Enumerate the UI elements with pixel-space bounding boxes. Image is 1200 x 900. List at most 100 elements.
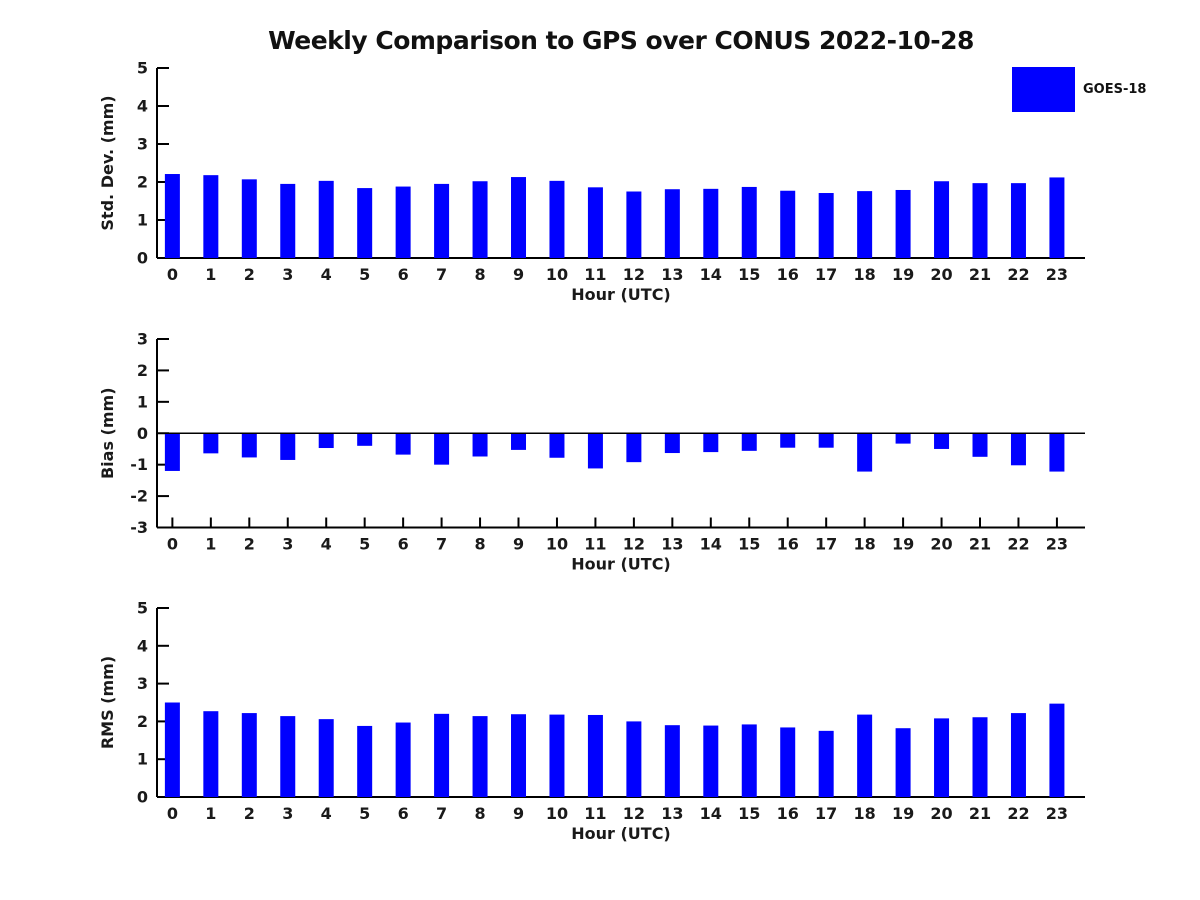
x-tick-label: 5: [359, 535, 370, 554]
y-tick-label: 1: [137, 392, 148, 411]
bar-hour-16: [780, 727, 796, 797]
x-tick-label: 18: [854, 535, 876, 554]
bar-hour-15: [741, 724, 757, 797]
x-tick-label: 23: [1046, 535, 1068, 554]
bar-hour-14: [703, 433, 719, 453]
subplot-rms: 0 1 2 3 4 5 0 1 2 3 4 5 6 7 8 9 10 11 12 13 14 15 16 17 18 19 20 21…: [0, 595, 1200, 845]
y-axis-label: Bias (mm): [98, 387, 117, 479]
x-tick-label: 9: [513, 804, 524, 823]
x-tick-label: 1: [205, 804, 216, 823]
subplot-std-dev: 0 1 2 3 4 5 0 1 2 3 4 5 6 7 8 9 10 11 12 13 14 15 16 17 18 19 20 21…: [0, 55, 1200, 305]
bar-hour-17: [818, 193, 834, 258]
bar-hour-19: [895, 189, 911, 258]
x-tick-label: 9: [513, 535, 524, 554]
x-tick-label: 20: [930, 535, 952, 554]
bar-hour-22: [1010, 713, 1026, 797]
x-tick-label: 5: [359, 804, 370, 823]
x-tick-label: 4: [321, 804, 332, 823]
x-tick-label: 21: [969, 804, 991, 823]
x-tick-label: 12: [623, 535, 645, 554]
bar-hour-6: [395, 433, 411, 455]
bar-hour-4: [318, 719, 334, 797]
bar-hour-13: [664, 725, 680, 797]
x-tick-label: 18: [854, 804, 876, 823]
y-tick-label: -3: [130, 518, 148, 537]
y-tick-label: 0: [137, 249, 148, 268]
bar-hour-23: [1049, 433, 1065, 472]
y-tick-label: 4: [137, 636, 148, 655]
x-tick-label: 12: [623, 265, 645, 284]
x-tick-label: 11: [584, 804, 606, 823]
bar-hour-5: [357, 188, 373, 258]
bar-hour-8: [472, 181, 488, 258]
y-tick-label: 1: [137, 211, 148, 230]
bar-hour-17: [818, 433, 834, 448]
x-tick-label: 10: [546, 804, 568, 823]
bar-hour-3: [280, 433, 296, 460]
x-tick-label: 17: [815, 535, 837, 554]
bar-hour-3: [280, 183, 296, 258]
x-tick-label: 14: [700, 265, 722, 284]
bar-hour-12: [626, 721, 642, 797]
bar-hour-16: [780, 190, 796, 258]
bar-hour-23: [1049, 177, 1065, 258]
y-tick-label: -2: [130, 487, 148, 506]
x-tick-label: 0: [167, 265, 178, 284]
subplot-bias: -3 -2 -1 0 1 2 3 0 1 2 3 4 5 6 7 8 9 10 11 12 13 14 15 16 17 18 19…: [0, 325, 1200, 575]
bar-hour-15: [741, 433, 757, 451]
bar-hour-1: [203, 175, 219, 258]
bar-hour-9: [511, 714, 527, 797]
y-tick-label: 5: [137, 59, 148, 78]
bar-hour-21: [972, 183, 988, 258]
x-tick-label: 13: [661, 804, 683, 823]
x-axis-label: Hour (UTC): [571, 285, 671, 304]
x-tick-label: 11: [584, 535, 606, 554]
x-tick-label: 2: [244, 535, 255, 554]
x-tick-label: 21: [969, 535, 991, 554]
x-tick-label: 19: [892, 535, 914, 554]
x-tick-label: 23: [1046, 804, 1068, 823]
x-tick-label: 9: [513, 265, 524, 284]
legend-label: GOES-18: [1083, 82, 1147, 97]
x-tick-label: 6: [398, 535, 409, 554]
y-tick-label: 2: [137, 361, 148, 380]
y-tick-label: 0: [137, 424, 148, 443]
x-tick-label: 22: [1007, 535, 1029, 554]
x-tick-label: 8: [474, 265, 485, 284]
bar-hour-17: [818, 730, 834, 797]
bar-hour-13: [664, 433, 680, 454]
x-tick-label: 15: [738, 265, 760, 284]
bar-hour-11: [587, 187, 603, 258]
bar-hour-4: [318, 433, 334, 449]
bar-hour-1: [203, 711, 219, 797]
x-tick-label: 16: [777, 535, 799, 554]
bar-hour-0: [164, 174, 180, 258]
y-tick-label: 5: [137, 599, 148, 618]
bar-hour-0: [164, 433, 180, 471]
x-tick-label: 20: [930, 804, 952, 823]
x-tick-label: 7: [436, 265, 447, 284]
bar-hour-3: [280, 716, 296, 797]
bar-hour-9: [511, 433, 527, 450]
bar-hour-18: [857, 433, 873, 472]
x-axis-label: Hour (UTC): [571, 824, 671, 843]
x-tick-label: 0: [167, 535, 178, 554]
bar-hour-22: [1010, 183, 1026, 258]
bar-hour-9: [511, 177, 527, 258]
bar-hour-21: [972, 433, 988, 457]
y-tick-label: 2: [137, 173, 148, 192]
x-tick-label: 17: [815, 804, 837, 823]
bar-hour-20: [934, 433, 950, 449]
bar-hour-21: [972, 717, 988, 797]
x-tick-label: 3: [282, 535, 293, 554]
bar-hour-7: [434, 433, 450, 465]
bar-hour-19: [895, 433, 911, 444]
x-tick-label: 2: [244, 265, 255, 284]
x-tick-label: 18: [854, 265, 876, 284]
bar-hour-6: [395, 186, 411, 258]
bar-hour-10: [549, 180, 565, 258]
y-tick-label: 3: [137, 674, 148, 693]
legend-swatch-icon: [1012, 67, 1075, 112]
